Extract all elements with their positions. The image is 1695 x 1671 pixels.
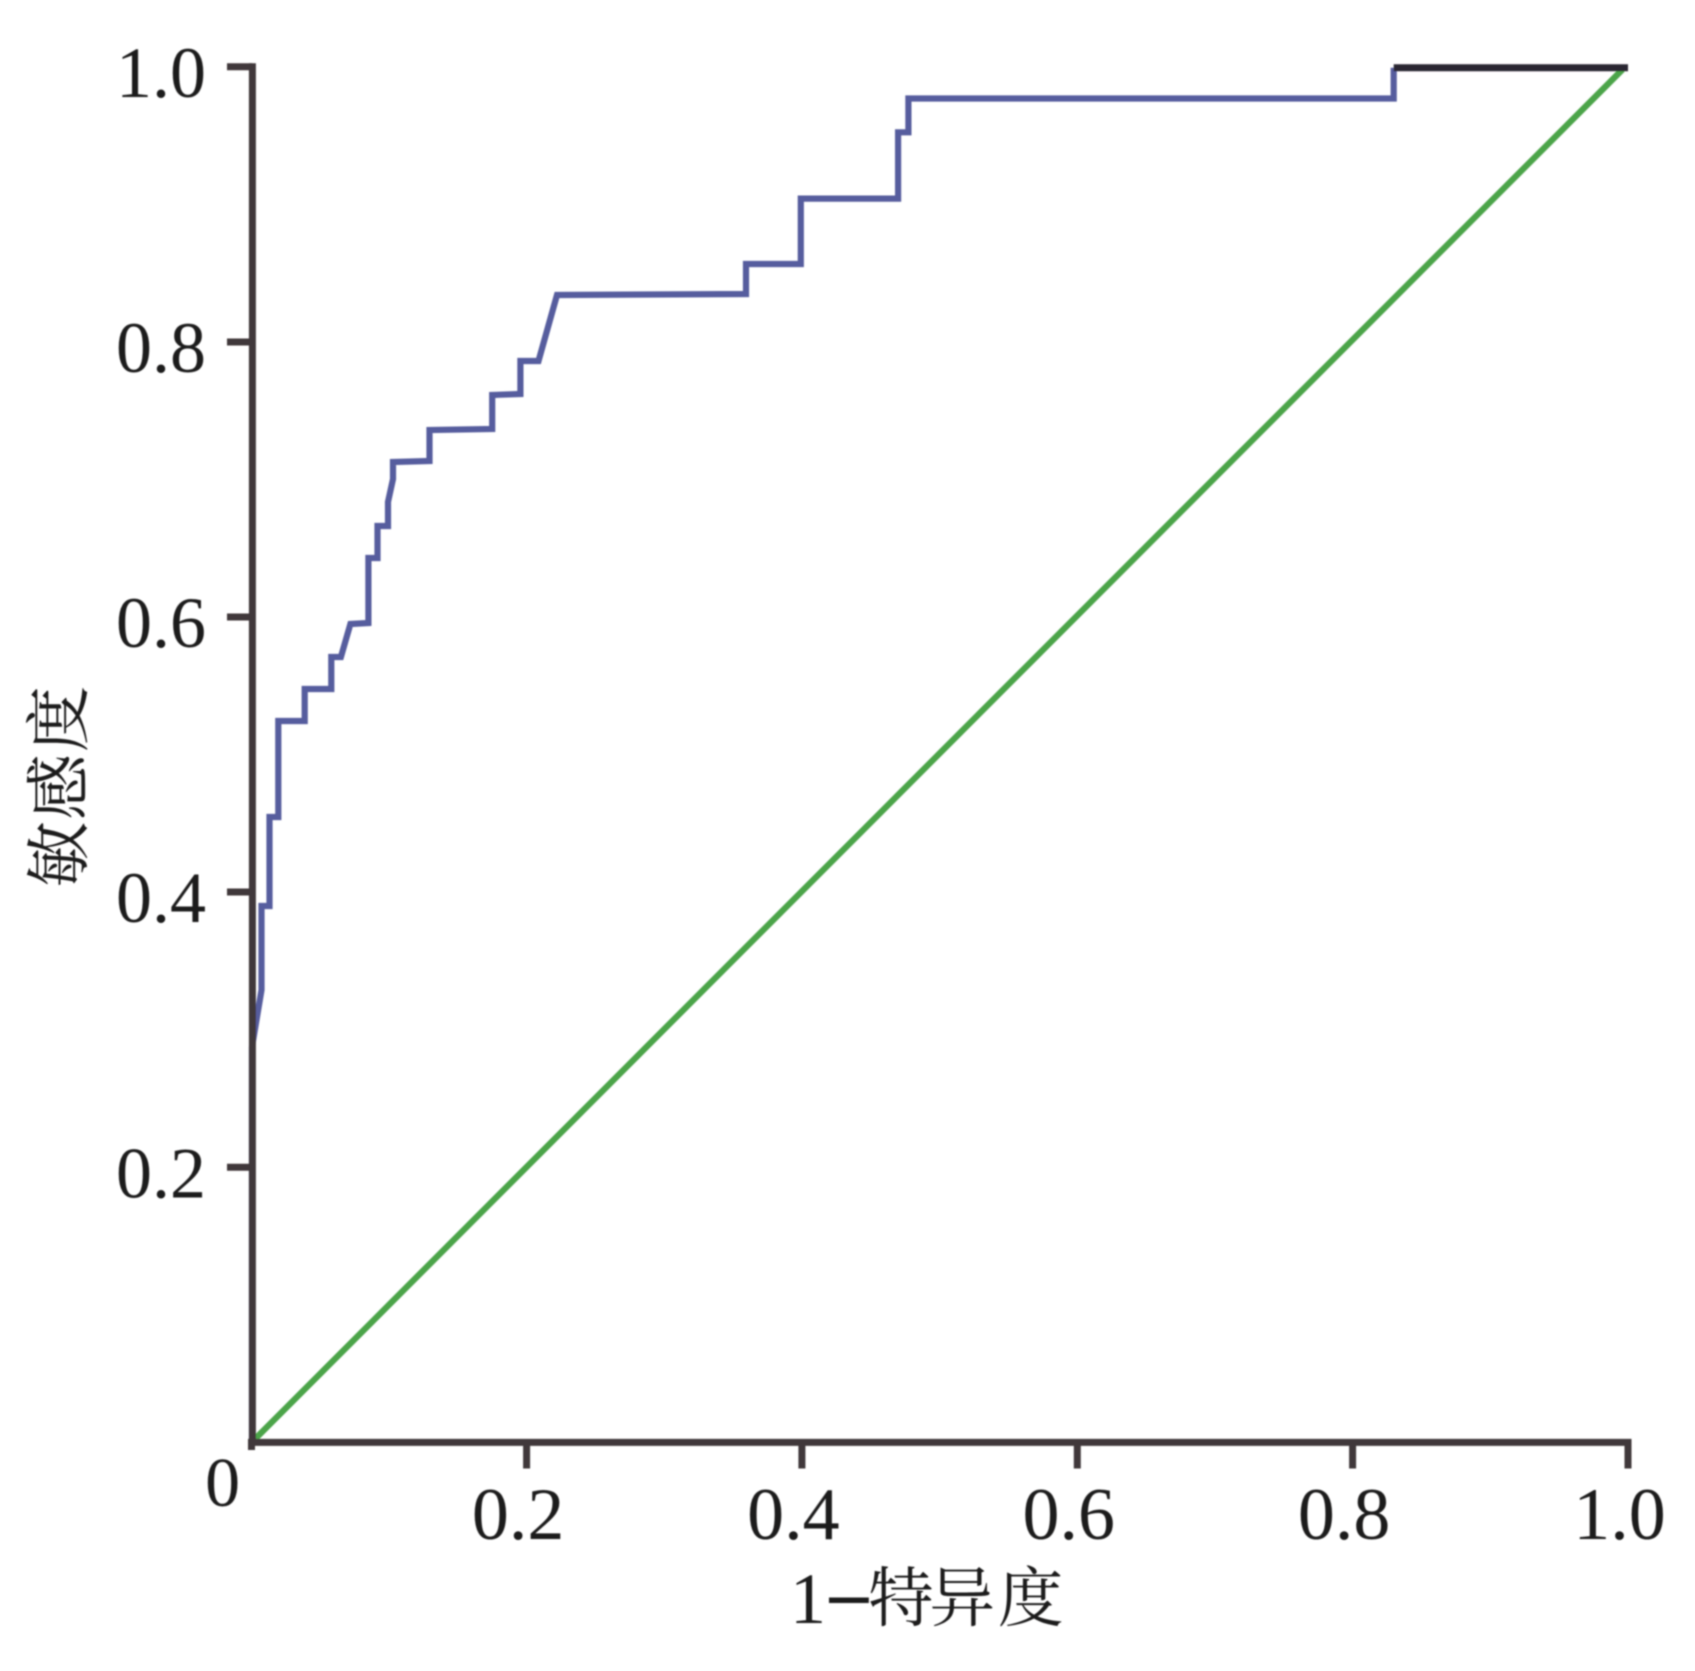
svg-text:0.8: 0.8 xyxy=(1298,1474,1391,1556)
svg-text:0.6: 0.6 xyxy=(1023,1474,1116,1556)
svg-text:1.0: 1.0 xyxy=(1573,1474,1666,1556)
svg-text:0.2: 0.2 xyxy=(472,1474,565,1556)
svg-text:0.2: 0.2 xyxy=(116,1133,206,1213)
svg-text:0.4: 0.4 xyxy=(747,1474,840,1556)
svg-text:0: 0 xyxy=(205,1445,240,1522)
svg-text:1.0: 1.0 xyxy=(116,33,206,113)
svg-text:0.4: 0.4 xyxy=(116,858,206,938)
svg-text:0.6: 0.6 xyxy=(116,583,206,663)
svg-text:0.8: 0.8 xyxy=(116,308,206,388)
svg-text:1: 1 xyxy=(790,1559,826,1639)
